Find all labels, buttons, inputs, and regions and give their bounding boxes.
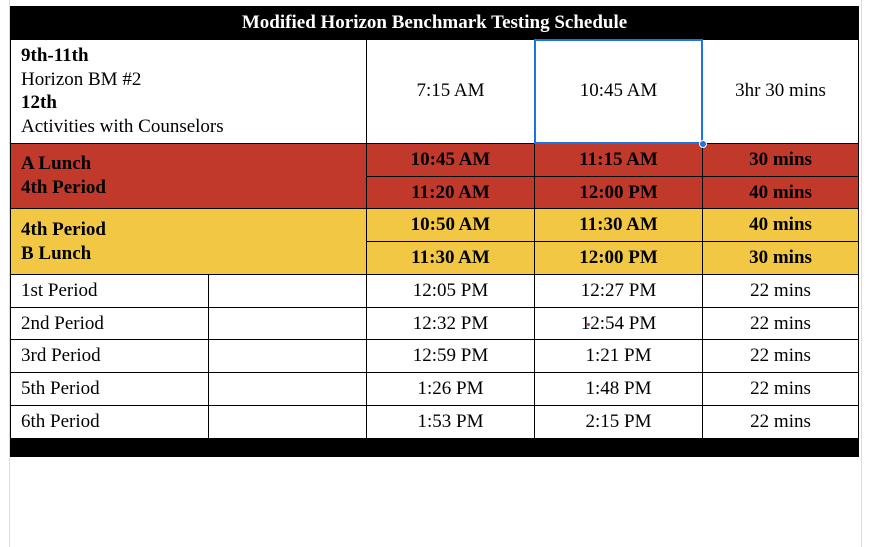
period-dur[interactable]: 22 mins: [703, 373, 859, 406]
table-row: 6th Period 1:53 PM 2:15 PM 22 mins: [11, 405, 859, 438]
period-start[interactable]: 1:53 PM: [367, 405, 535, 438]
period-label[interactable]: 1st Period: [11, 274, 209, 307]
b-lunch-start-0[interactable]: 10:50 AM: [367, 209, 535, 242]
table-row: Modified Horizon Benchmark Testing Sched…: [11, 7, 859, 40]
a-lunch-end-1[interactable]: 12:00 PM: [535, 176, 703, 209]
table-row: 9th-11th Horizon BM #2 12th Activities w…: [11, 39, 859, 143]
table-row: 3rd Period 12:59 PM 1:21 PM 22 mins: [11, 340, 859, 373]
table-row: 4th Period B Lunch 10:50 AM 11:30 AM 40 …: [11, 209, 859, 242]
period-end[interactable]: 1:48 PM: [535, 373, 703, 406]
period-start[interactable]: 12:32 PM: [367, 307, 535, 340]
b-lunch-label-cell[interactable]: 4th Period B Lunch: [11, 209, 367, 275]
table-row: 1st Period 12:05 PM 12:27 PM 22 mins: [11, 274, 859, 307]
a-lunch-dur-1[interactable]: 40 mins: [703, 176, 859, 209]
period-spacer[interactable]: [209, 373, 367, 406]
period-start[interactable]: 12:05 PM: [367, 274, 535, 307]
table-footer-row: [11, 438, 859, 456]
period-label[interactable]: 5th Period: [11, 373, 209, 406]
period-label[interactable]: 6th Period: [11, 405, 209, 438]
a-lunch-end-0[interactable]: 11:15 AM: [535, 143, 703, 176]
a-lunch-dur-0[interactable]: 30 mins: [703, 143, 859, 176]
selection-handle[interactable]: [699, 140, 707, 148]
period-start[interactable]: 1:26 PM: [367, 373, 535, 406]
b-lunch-dur-0[interactable]: 40 mins: [703, 209, 859, 242]
activity-a: Horizon BM #2: [21, 68, 356, 92]
period-spacer[interactable]: [209, 340, 367, 373]
b-lunch-end-0[interactable]: 11:30 AM: [535, 209, 703, 242]
period-start[interactable]: 12:59 PM: [367, 340, 535, 373]
period-dur[interactable]: 22 mins: [703, 307, 859, 340]
table-row: 5th Period 1:26 PM 1:48 PM 22 mins: [11, 373, 859, 406]
period-label[interactable]: 3rd Period: [11, 340, 209, 373]
period-dur[interactable]: 22 mins: [703, 274, 859, 307]
morning-start-cell[interactable]: 7:15 AM: [367, 39, 535, 143]
a-lunch-start-1[interactable]: 11:20 AM: [367, 176, 535, 209]
b-lunch-dur-1[interactable]: 30 mins: [703, 242, 859, 275]
a-lunch-label-1: A Lunch: [21, 153, 91, 174]
morning-duration-cell[interactable]: 3hr 30 mins: [703, 39, 859, 143]
morning-end-cell[interactable]: 10:45 AM: [535, 39, 703, 143]
schedule-table: Modified Horizon Benchmark Testing Sched…: [10, 6, 859, 457]
period-dur[interactable]: 22 mins: [703, 405, 859, 438]
table-row: 2nd Period 12:32 PM 12:54 PM 22 mins: [11, 307, 859, 340]
page-title: Modified Horizon Benchmark Testing Sched…: [11, 7, 859, 40]
sheet-gridline: [861, 0, 862, 547]
grade-range-b: 12th: [21, 91, 356, 115]
period-spacer[interactable]: [209, 307, 367, 340]
period-dur[interactable]: 22 mins: [703, 340, 859, 373]
spreadsheet-canvas[interactable]: Modified Horizon Benchmark Testing Sched…: [0, 0, 875, 547]
footer-spacer: [11, 438, 859, 456]
b-lunch-label-1: 4th Period: [21, 219, 106, 240]
period-label[interactable]: 2nd Period: [11, 307, 209, 340]
b-lunch-end-1[interactable]: 12:00 PM: [535, 242, 703, 275]
a-lunch-label-cell[interactable]: A Lunch 4th Period: [11, 143, 367, 209]
b-lunch-label-2: B Lunch: [21, 243, 91, 264]
period-end[interactable]: 12:27 PM: [535, 274, 703, 307]
activity-b: Activities with Counselors: [21, 115, 356, 139]
period-spacer[interactable]: [209, 274, 367, 307]
morning-end-value: 10:45 AM: [580, 80, 658, 101]
period-spacer[interactable]: [209, 405, 367, 438]
a-lunch-start-0[interactable]: 10:45 AM: [367, 143, 535, 176]
table-row: A Lunch 4th Period 10:45 AM 11:15 AM 30 …: [11, 143, 859, 176]
morning-description-cell[interactable]: 9th-11th Horizon BM #2 12th Activities w…: [11, 39, 367, 143]
period-end[interactable]: 1:21 PM: [535, 340, 703, 373]
grade-range-a: 9th-11th: [21, 44, 356, 68]
a-lunch-label-2: 4th Period: [21, 177, 106, 198]
period-end[interactable]: 12:54 PM: [535, 307, 703, 340]
b-lunch-start-1[interactable]: 11:30 AM: [367, 242, 535, 275]
period-end[interactable]: 2:15 PM: [535, 405, 703, 438]
